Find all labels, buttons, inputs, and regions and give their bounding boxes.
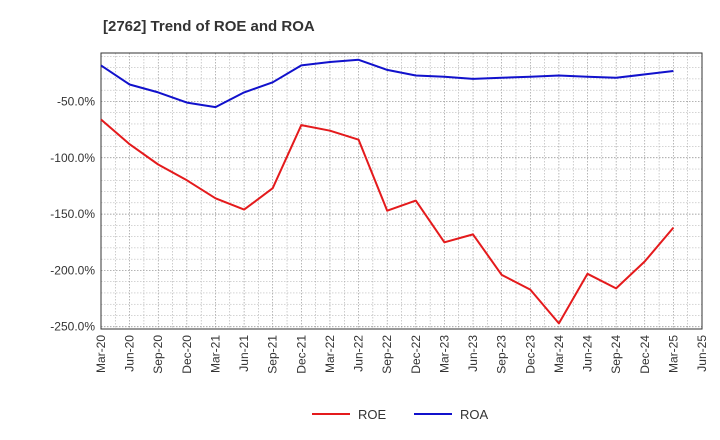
plot-frame (100, 52, 703, 330)
y-tick-label: -50.0% (57, 94, 95, 108)
x-tick-label: Jun-24 (581, 335, 595, 372)
x-tick-label: Dec-22 (409, 335, 423, 374)
x-tick-label: Jun-20 (123, 335, 137, 372)
y-tick-label: -250.0% (50, 320, 95, 334)
series-line-roe (100, 118, 675, 325)
x-tick-label: Jun-23 (466, 335, 480, 372)
x-tick-label: Mar-20 (94, 335, 108, 373)
series-line-roa (100, 58, 674, 109)
x-tick-label: Sep-24 (609, 335, 623, 374)
y-tick-label: -200.0% (50, 263, 95, 277)
x-tick-label: Dec-20 (180, 335, 194, 374)
x-tick-label: Dec-21 (294, 335, 308, 374)
y-tick-label: -150.0% (50, 207, 95, 221)
x-tick-label: Mar-24 (552, 335, 566, 373)
legend-label-roa: ROA (460, 407, 489, 422)
y-tick-label: -100.0% (50, 151, 95, 165)
x-tick-label: Jun-22 (352, 335, 366, 372)
x-tick-label: Sep-21 (266, 335, 280, 374)
x-tick-label: Dec-23 (523, 335, 537, 374)
x-tick-label: Sep-23 (495, 335, 509, 374)
x-tick-label: Mar-22 (323, 335, 337, 373)
x-tick-label: Sep-20 (151, 335, 165, 374)
x-tick-label: Mar-23 (437, 335, 451, 373)
x-tick-label: Dec-24 (638, 335, 652, 374)
x-tick-label: Sep-22 (380, 335, 394, 374)
x-tick-label: Jun-21 (237, 335, 251, 372)
chart-title: [2762] Trend of ROE and ROA (103, 18, 315, 35)
plot-area: -50.0% -100.0% -150.0% -200.0% -250.0%Mar-20… (50, 52, 709, 374)
x-tick-label: Mar-25 (666, 335, 680, 373)
x-tick-label: Jun-25 (695, 335, 709, 372)
legend-label-roe: ROE (358, 407, 387, 422)
x-tick-label: Mar-21 (208, 335, 222, 373)
legend: ROE ROA (312, 407, 489, 422)
